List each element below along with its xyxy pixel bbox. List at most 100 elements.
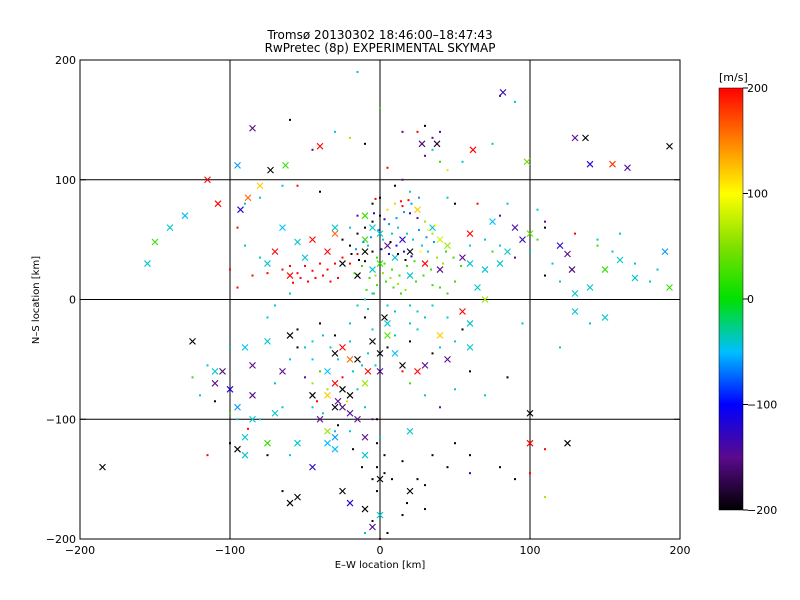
scatter-point-dot [418, 229, 420, 232]
scatter-point-x [399, 361, 406, 369]
scatter-point-x [331, 445, 339, 453]
scatter-point-x [324, 248, 331, 255]
scatter-point-dot [341, 256, 344, 259]
scatter-point-x [282, 161, 289, 169]
scatter-point-dot [374, 364, 377, 367]
scatter-point-dot [319, 370, 321, 373]
scatter-point-dot [319, 322, 321, 325]
scatter-point-dot [214, 400, 216, 403]
scatter-point-dot [236, 418, 239, 421]
scatter-point-dot [376, 256, 378, 259]
scatter-point-x [586, 284, 594, 291]
scatter-point-x [384, 332, 391, 339]
scatter-point-dot [454, 442, 456, 445]
scatter-point-x [346, 391, 354, 399]
colorbar [718, 87, 744, 511]
scatter-point-dot [364, 142, 366, 145]
scatter-point-x [459, 308, 466, 315]
scatter-point-x [624, 164, 631, 172]
scatter-point-dot [409, 340, 411, 343]
scatter-point-dot [352, 370, 354, 373]
colorbar-tick-label: 100 [747, 188, 768, 201]
scatter-point-x [376, 511, 384, 519]
scatter-point-x [294, 493, 301, 501]
scatter-point-dot [574, 232, 576, 235]
scatter-point-dot [427, 229, 429, 232]
scatter-point-x [361, 505, 369, 513]
scatter-point-x [369, 224, 376, 232]
scatter-point-x [249, 124, 256, 132]
scatter-point-dot [356, 388, 359, 391]
scatter-point-x [511, 224, 519, 232]
scatter-point-dot [469, 244, 471, 247]
scatter-point-x [406, 487, 414, 495]
scatter-point-dot [370, 236, 372, 239]
scatter-point-dot [406, 232, 408, 235]
scatter-point-dot [419, 250, 422, 253]
scatter-point-x [481, 266, 489, 273]
scatter-point-dot [461, 160, 464, 163]
scatter-point-x [204, 176, 211, 184]
scatter-point-x [346, 499, 354, 507]
scatter-point-x [391, 254, 399, 261]
y-tick-labels: −200 −100 0 100 200 [46, 54, 680, 546]
scatter-point-dot [356, 232, 359, 235]
scatter-point-dot [296, 328, 299, 331]
scatter-point-dot [611, 250, 614, 253]
scatter-point-dot [281, 184, 284, 187]
scatter-point-dot [401, 370, 404, 373]
scatter-point-dot [364, 260, 366, 263]
scatter-point-dot [386, 208, 389, 211]
scatter-point-dot [311, 358, 314, 361]
x-axis-label: E–W location [km] [335, 560, 426, 571]
scatter-point-dot [412, 238, 414, 241]
scatter-point-dot [397, 282, 399, 285]
scatter-point-dot [349, 340, 351, 343]
y-tick-label: 200 [55, 54, 76, 67]
scatter-point-x [369, 523, 376, 531]
scatter-point-dot [380, 248, 383, 251]
scatter-point-dot [349, 262, 351, 265]
scatter-point-x [421, 361, 429, 369]
points-layer [99, 70, 673, 540]
scatter-point-dot [229, 268, 231, 271]
scatter-point-x [582, 134, 589, 142]
scatter-point-dot [383, 454, 386, 457]
scatter-point-x [331, 403, 339, 411]
scatter-point-dot [401, 130, 404, 133]
scatter-point-x [241, 433, 249, 441]
scatter-point-dot [349, 226, 351, 229]
scatter-point-dot [434, 224, 437, 227]
scatter-point-x [384, 242, 391, 250]
scatter-point-x [334, 397, 342, 405]
scatter-point-dot [236, 286, 239, 289]
scatter-point-dot [326, 268, 329, 271]
scatter-point-dot [454, 202, 456, 205]
scatter-point-dot [296, 346, 299, 349]
scatter-point-dot [401, 205, 404, 208]
scatter-point-x [181, 212, 189, 220]
scatter-point-dot [446, 316, 449, 319]
scatter-point-dot [460, 264, 462, 267]
scatter-point-x [234, 403, 241, 411]
scatter-point-x [189, 338, 196, 345]
scatter-point-dot [311, 382, 314, 385]
scatter-point-dot [431, 136, 434, 139]
scatter-point-dot [401, 178, 404, 181]
scatter-point-x [616, 256, 624, 264]
scatter-point-x [339, 260, 346, 267]
scatter-point-dot [424, 154, 426, 157]
scatter-point-dot [506, 376, 509, 379]
scatter-point-dot [304, 264, 306, 267]
scatter-point-dot [431, 148, 434, 151]
scatter-point-dot [400, 292, 402, 295]
scatter-point-dot [349, 244, 351, 247]
scatter-point-x [418, 140, 426, 148]
scatter-point-dot [619, 232, 621, 235]
scatter-point-dot [349, 430, 351, 433]
y-tick-label: −100 [46, 413, 76, 426]
scatter-point-dot [403, 211, 405, 214]
scatter-point-dot [506, 202, 509, 205]
scatter-point-dot [446, 196, 449, 199]
scatter-point-dot [304, 346, 306, 349]
